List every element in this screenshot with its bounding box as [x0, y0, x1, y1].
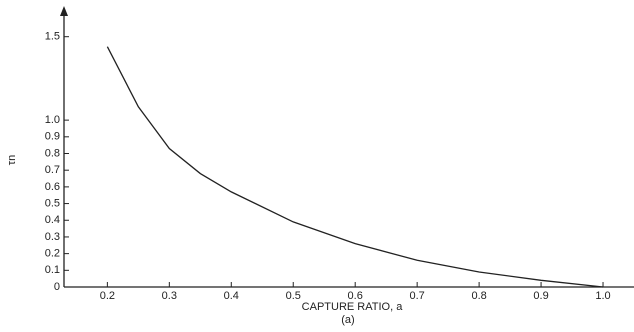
y-tick-label: 0 [54, 281, 60, 293]
caption: (a) [341, 314, 354, 326]
x-tick-label: 0.2 [100, 290, 115, 302]
y-tick-label: 0.5 [45, 197, 60, 209]
y-tick-label: 0.3 [45, 231, 60, 243]
y-tick-label: 0.1 [45, 264, 60, 276]
y-tick-label: 0.9 [45, 131, 60, 143]
y-tick-label: 0.8 [45, 147, 60, 159]
y-tick-label: 0.6 [45, 181, 60, 193]
y-tick-label: 0.2 [45, 248, 60, 260]
x-tick-label: 0.9 [533, 290, 548, 302]
x-tick-label: 0.3 [162, 290, 177, 302]
line [106, 46, 604, 288]
y-tick-label: 1.0 [45, 114, 60, 126]
x-tick-label: 0.4 [224, 290, 239, 302]
axis-arrow [60, 6, 68, 16]
x-tick-label: 0.7 [410, 290, 425, 302]
x-tick-label: 0.5 [286, 290, 301, 302]
x-tick-label: 0.8 [471, 290, 486, 302]
y-axis-label: τn [6, 155, 18, 165]
y-tick-label: 0.7 [45, 164, 60, 176]
y-tick-label: 1.5 [45, 31, 60, 43]
y-tick-label: 0.4 [45, 214, 60, 226]
x-tick-label: 1.0 [595, 290, 610, 302]
x-axis-label: CAPTURE RATIO, a [302, 301, 404, 313]
x-tick-label: 0.6 [348, 290, 363, 302]
